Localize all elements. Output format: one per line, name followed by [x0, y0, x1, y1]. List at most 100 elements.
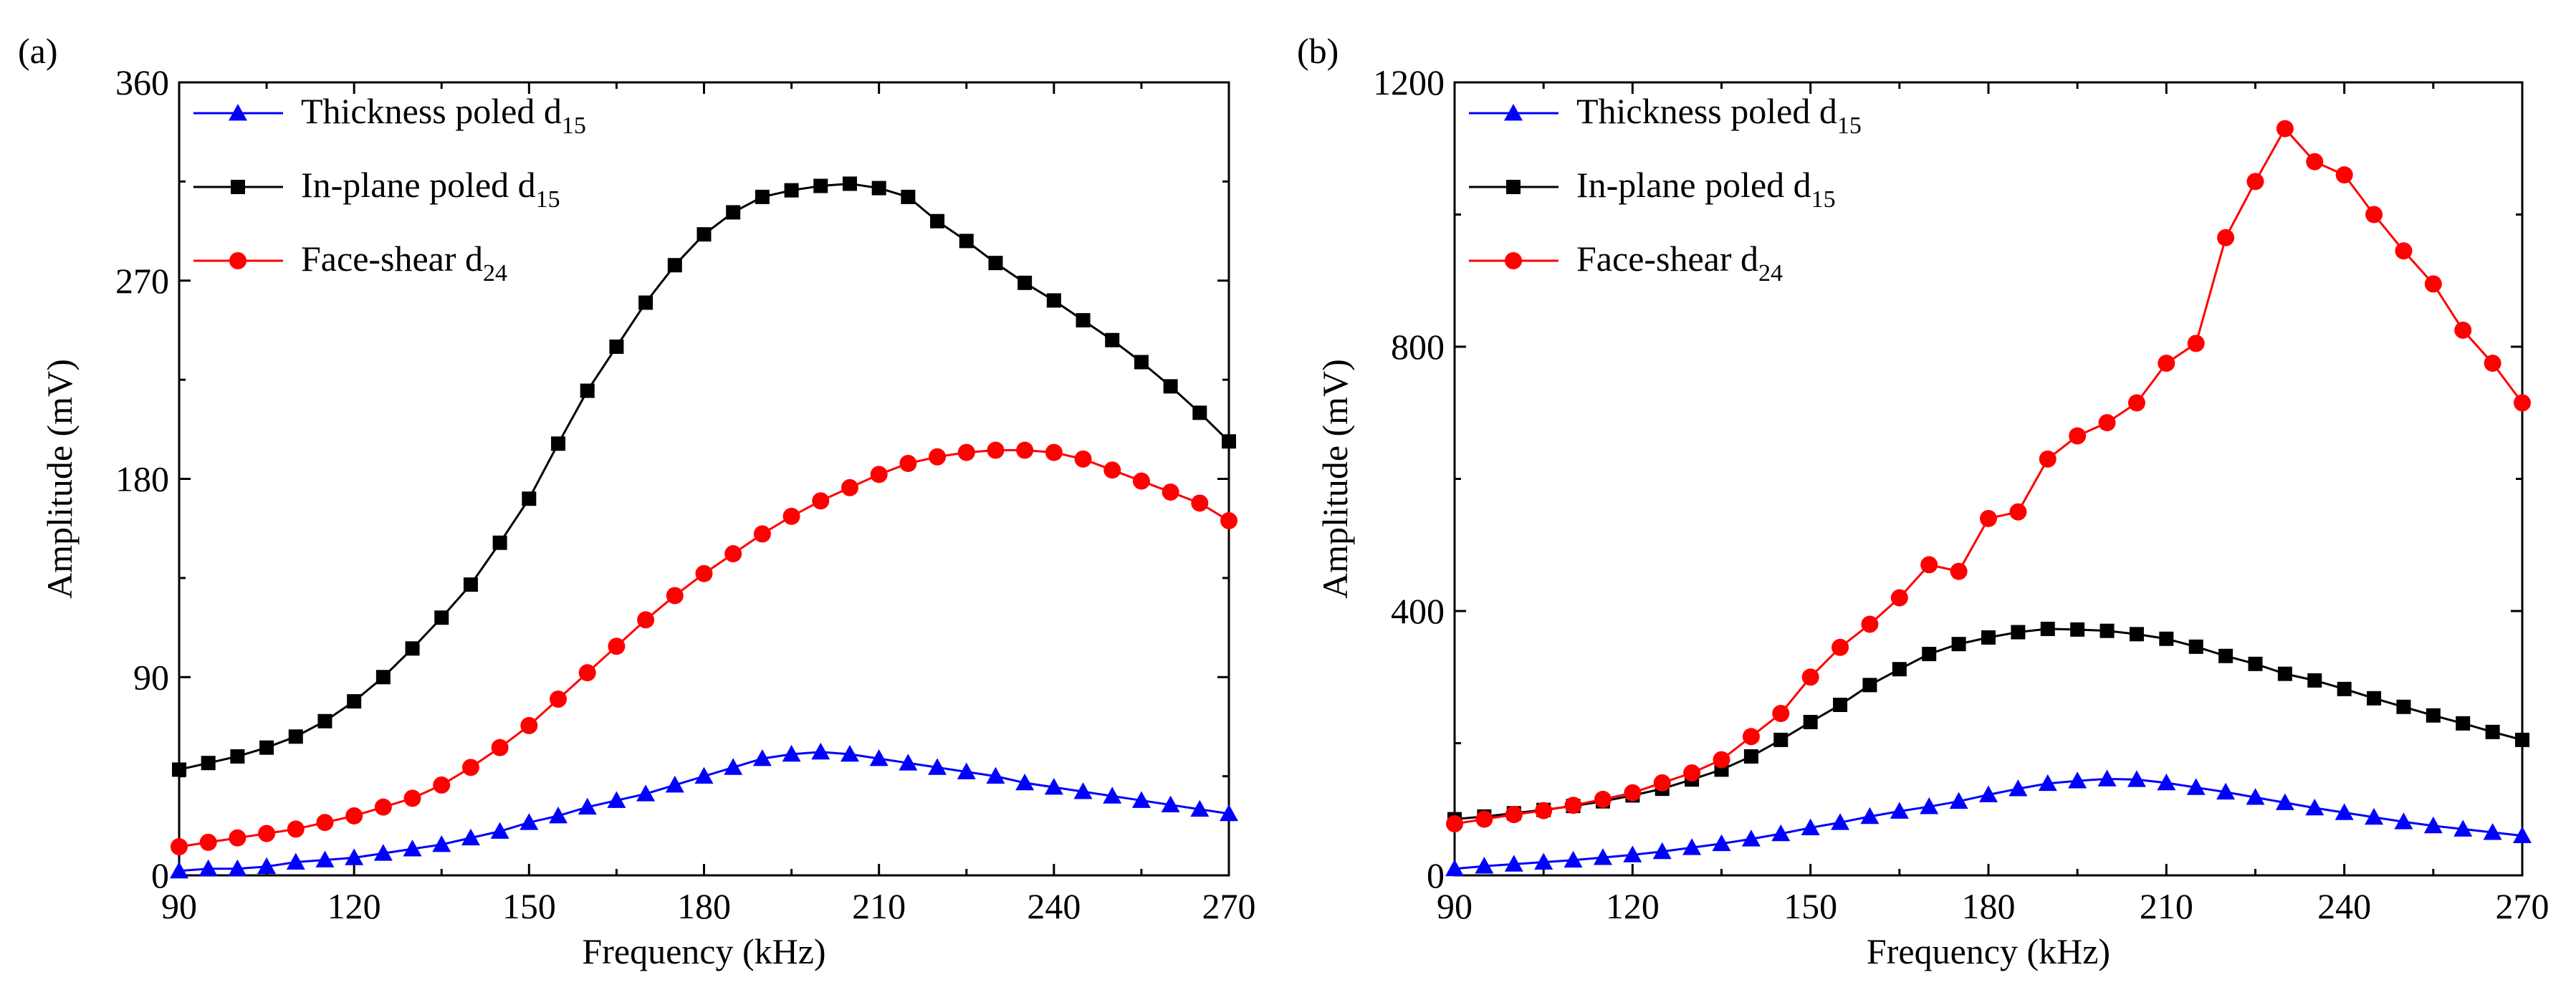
data-point: [724, 545, 742, 563]
data-point: [928, 758, 947, 775]
data-point: [957, 443, 975, 461]
data-point: [2483, 823, 2502, 840]
data-point: [171, 838, 188, 856]
data-point: [1890, 589, 1908, 607]
data-point: [1712, 834, 1731, 852]
data-point: [403, 789, 421, 807]
data-point: [755, 189, 770, 204]
legend-entry: Face-shear d24: [301, 239, 507, 287]
y-tick-label: 270: [115, 261, 169, 301]
data-point: [1833, 697, 1848, 712]
data-point: [2098, 414, 2116, 432]
data-point: [1741, 830, 1761, 847]
data-point: [1743, 749, 1758, 764]
y-tick-label: 0: [1427, 855, 1445, 895]
data-point: [461, 828, 480, 846]
data-point: [1920, 797, 1939, 814]
data-point: [842, 176, 857, 191]
data-point: [2515, 732, 2529, 747]
data-point: [957, 762, 976, 779]
data-point: [988, 256, 1003, 271]
data-point: [667, 258, 682, 273]
data-point: [580, 383, 595, 398]
legend-entry: Face-shear d24: [1576, 239, 1783, 287]
x-tick-label: 120: [1606, 886, 1660, 926]
x-tick-label: 180: [677, 886, 731, 926]
legend-subscript: 15: [536, 186, 560, 213]
legend-subscript: 24: [483, 260, 507, 287]
data-point: [551, 436, 566, 451]
data-point: [1504, 855, 1523, 872]
data-point: [1134, 355, 1149, 370]
data-point: [1861, 615, 1879, 633]
legend-marker: [229, 252, 246, 269]
data-point: [666, 587, 684, 605]
data-point: [1801, 668, 1819, 686]
x-tick-label: 150: [502, 886, 556, 926]
data-point: [2514, 394, 2531, 412]
data-point: [201, 756, 216, 771]
panel-a: (a)90 120 150 180 210 240 270090180270360Frequ…: [18, 31, 1256, 971]
data-point: [1044, 778, 1063, 795]
data-point: [316, 814, 334, 832]
data-point: [1594, 790, 1612, 808]
data-point: [609, 340, 624, 354]
x-tick-label: 210: [2140, 886, 2193, 926]
data-point: [1222, 434, 1236, 449]
legend-marker: [229, 104, 247, 121]
data-point: [258, 824, 276, 842]
data-point: [1773, 732, 1789, 747]
data-point: [2159, 631, 2174, 646]
data-point: [1713, 751, 1730, 769]
data-point: [1950, 562, 1968, 580]
data-point: [2157, 773, 2176, 791]
data-point: [784, 183, 799, 198]
data-point: [1981, 630, 1996, 645]
data-point: [1220, 804, 1238, 822]
data-point: [2305, 798, 2324, 816]
data-point: [550, 691, 568, 708]
data-point: [901, 189, 916, 204]
data-point: [1445, 859, 1464, 877]
data-point: [696, 227, 712, 242]
data-point: [899, 754, 918, 771]
data-point: [2070, 622, 2085, 637]
data-point: [2394, 812, 2413, 830]
data-point: [1045, 443, 1063, 461]
data-point: [1624, 784, 1642, 802]
data-point: [811, 742, 830, 760]
data-point: [1564, 850, 1583, 868]
data-point: [752, 749, 772, 766]
data-point: [1682, 838, 1702, 855]
data-point: [2009, 503, 2027, 521]
x-tick-label: 240: [1027, 886, 1081, 926]
data-point: [1131, 791, 1151, 808]
data-point: [2453, 819, 2473, 837]
legend-entry: Thickness poled d15: [301, 91, 586, 139]
data-point: [1132, 472, 1150, 490]
data-point: [899, 454, 917, 472]
data-point: [608, 638, 626, 655]
data-point: [2127, 770, 2146, 787]
data-point: [199, 833, 217, 851]
data-point: [1190, 799, 1210, 817]
data-point: [1163, 379, 1178, 394]
data-point: [2423, 816, 2443, 834]
data-point: [520, 716, 538, 734]
data-point: [2365, 807, 2384, 825]
data-point: [870, 466, 888, 484]
x-tick-label: 180: [1962, 886, 2016, 926]
data-point: [1105, 332, 1120, 347]
series-triangle: [1445, 769, 2532, 877]
data-point: [2040, 621, 2055, 636]
data-point: [2456, 716, 2471, 731]
data-point: [373, 844, 393, 861]
data-point: [1161, 795, 1180, 812]
data-point: [461, 759, 479, 777]
data-point: [930, 213, 945, 229]
data-point: [987, 441, 1005, 459]
x-axis-label: Frequency (kHz): [582, 931, 825, 971]
series-line: [178, 449, 1230, 848]
data-point: [1220, 511, 1237, 529]
data-point: [1892, 662, 1907, 677]
